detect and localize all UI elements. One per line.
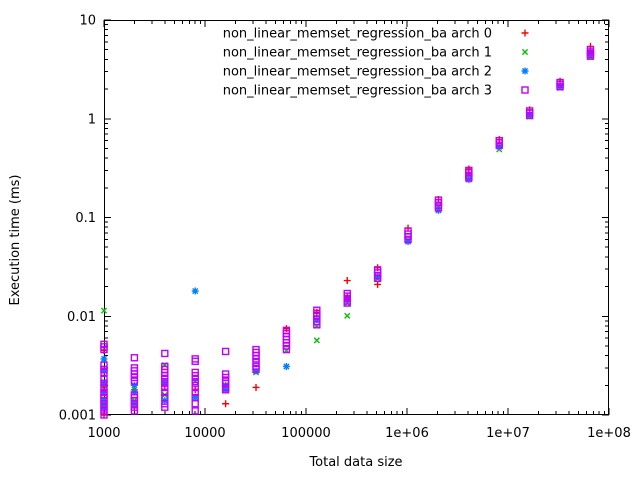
x-tick-label: 1000 <box>87 426 120 441</box>
legend-entry-arch-1: non_linear_memset_regression_ba arch 1 <box>223 46 529 61</box>
legend-marker-asterisk-icon <box>521 67 529 75</box>
legend-entry-arch-2: non_linear_memset_regression_ba arch 2 <box>223 65 529 80</box>
x-tick-label: 1e+08 <box>587 426 631 441</box>
x-tick-label: 1e+07 <box>486 426 530 441</box>
legend: non_linear_memset_regression_ba arch 0 no… <box>223 27 529 99</box>
legend-label: non_linear_memset_regression_ba arch 3 <box>223 84 492 99</box>
legend-marker-plus-icon <box>521 29 529 37</box>
y-tick-label: 10 <box>79 14 96 29</box>
x-tick-label: 1e+06 <box>385 426 429 441</box>
y-tick-label: 0.01 <box>67 310 96 325</box>
x-tick-label: 100000 <box>281 426 331 441</box>
series-arch-0-points <box>100 42 594 419</box>
series-arch-1-points <box>100 54 594 407</box>
series-arch-3-points <box>100 46 595 419</box>
legend-entry-arch-0: non_linear_memset_regression_ba arch 0 <box>223 27 529 42</box>
legend-marker-cross-icon <box>521 48 529 56</box>
legend-label: non_linear_memset_regression_ba arch 0 <box>223 27 492 42</box>
legend-label: non_linear_memset_regression_ba arch 2 <box>223 65 492 80</box>
plot-border <box>104 20 609 415</box>
tick-labels: 1000 10000 100000 1e+06 1e+07 1e+08 0.001 0.01 0… <box>59 14 631 442</box>
legend-label: non_linear_memset_regression_ba arch 1 <box>223 46 492 61</box>
y-tick-label: 0.1 <box>75 211 96 226</box>
y-tick-label: 0.001 <box>59 409 96 424</box>
legend-marker-square-open-icon <box>521 86 529 94</box>
y-tick-label: 1 <box>88 112 96 127</box>
legend-entry-arch-3: non_linear_memset_regression_ba arch 3 <box>223 84 529 99</box>
x-tick-label: 10000 <box>184 426 225 441</box>
data-points <box>100 42 595 419</box>
x-axis-label: Total data size <box>308 455 402 470</box>
series-arch-2-points <box>100 49 594 411</box>
y-axis-label: Execution time (ms) <box>8 174 23 305</box>
